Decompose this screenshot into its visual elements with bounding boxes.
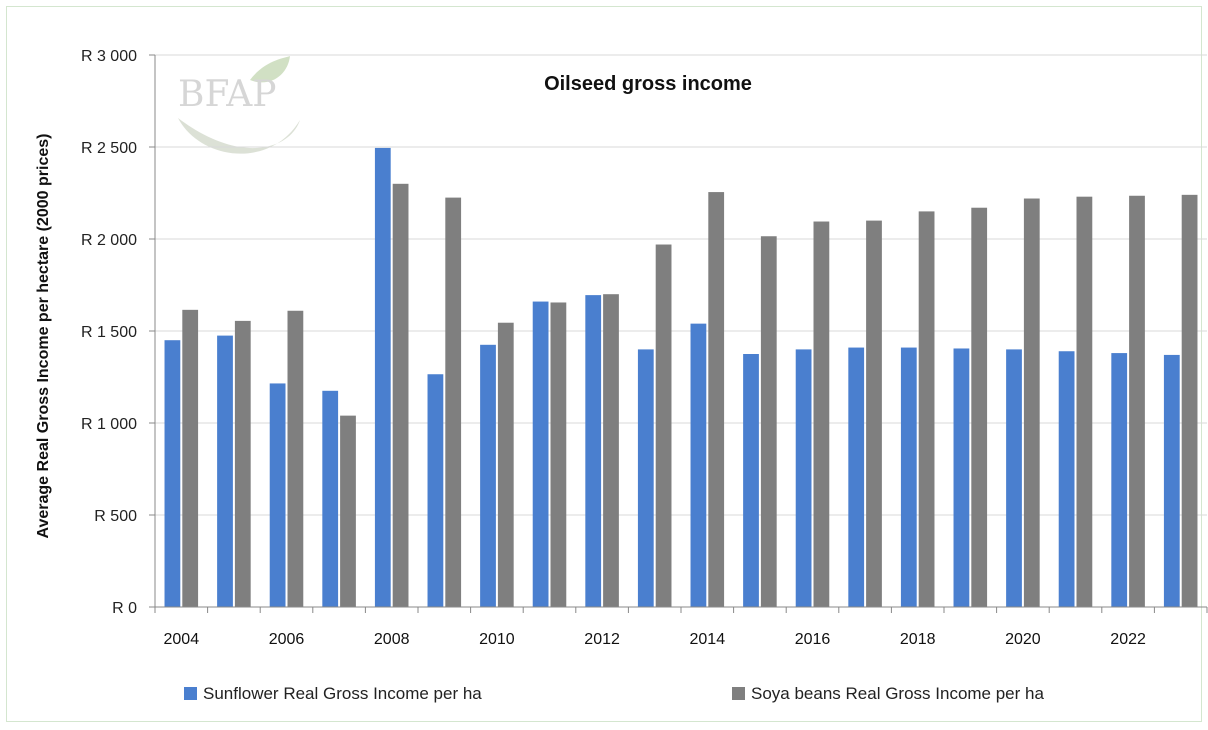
bars bbox=[164, 147, 1198, 608]
soya-bar-2017 bbox=[866, 220, 882, 607]
sunflower-bar-2009 bbox=[427, 374, 444, 607]
x-tick-label: 2008 bbox=[374, 631, 410, 648]
sunflower-bar-2004 bbox=[164, 340, 181, 607]
soya-bar-2013 bbox=[655, 244, 672, 607]
legend-label: Soya beans Real Gross Income per ha bbox=[751, 684, 1044, 703]
y-tick-label: R 2 500 bbox=[81, 140, 137, 157]
soya-bar-2023 bbox=[1181, 194, 1198, 607]
soya-bar-2004 bbox=[182, 309, 199, 607]
sunflower-bar-2014 bbox=[690, 323, 707, 607]
soya-bar-2014 bbox=[708, 192, 725, 607]
y-tick-label: R 500 bbox=[94, 508, 137, 525]
x-tick-label: 2004 bbox=[164, 631, 200, 648]
sunflower-bar-2016 bbox=[795, 349, 812, 607]
soya-bar-2010 bbox=[497, 322, 514, 607]
y-tick-label: R 1 500 bbox=[81, 324, 137, 341]
soya-bar-2008 bbox=[392, 183, 409, 608]
sunflower-bar-2007 bbox=[322, 390, 339, 607]
sunflower-bar-2013 bbox=[637, 349, 654, 607]
soya-bar-2007 bbox=[340, 415, 356, 607]
soya-bar-2012 bbox=[603, 294, 619, 607]
x-tick-label: 2018 bbox=[900, 631, 936, 648]
y-tick-label: R 0 bbox=[112, 600, 137, 617]
legend-swatch bbox=[732, 687, 745, 700]
soya-bar-2019 bbox=[971, 207, 988, 607]
soya-bar-2016 bbox=[813, 221, 830, 607]
x-tick-label: 2006 bbox=[269, 631, 305, 648]
legend-swatch bbox=[184, 687, 197, 700]
legend-label: Sunflower Real Gross Income per ha bbox=[203, 684, 482, 703]
sunflower-bar-2008 bbox=[374, 147, 391, 608]
sunflower-bar-2011 bbox=[532, 301, 549, 607]
soya-bar-2005 bbox=[234, 320, 251, 607]
sunflower-bar-2020 bbox=[1006, 349, 1022, 607]
y-axis-ticks: R 0 R 500 R 1 000 R 1 500 R 2 000 R 2 500 R 3 … bbox=[81, 48, 155, 617]
watermark-logo: BFAP bbox=[178, 56, 300, 154]
sunflower-bar-2018 bbox=[900, 347, 917, 607]
soya-bar-2022 bbox=[1129, 195, 1145, 607]
legend: Sunflower Real Gross Income per ha Soya b… bbox=[184, 684, 1044, 703]
x-tick-label: 2010 bbox=[479, 631, 515, 648]
sunflower-bar-2017 bbox=[848, 347, 865, 607]
sunflower-bar-2012 bbox=[585, 295, 602, 607]
soya-bar-2021 bbox=[1076, 196, 1093, 607]
y-tick-label: R 3 000 bbox=[81, 48, 137, 65]
soya-bar-2020 bbox=[1023, 198, 1040, 607]
gridlines bbox=[155, 54, 1207, 516]
sunflower-bar-2021 bbox=[1058, 351, 1075, 607]
x-tick-label: 2022 bbox=[1110, 631, 1146, 648]
sunflower-bar-2022 bbox=[1111, 353, 1128, 607]
chart-frame bbox=[6, 6, 1202, 722]
x-axis-ticks: 2004 2006 2008 2010 2012 2014 2016 2018 2020 2022 bbox=[154, 607, 1208, 648]
y-tick-label: R 1 000 bbox=[81, 416, 137, 433]
x-tick-label: 2014 bbox=[690, 631, 726, 648]
sunflower-bar-2019 bbox=[953, 348, 970, 607]
x-tick-label: 2020 bbox=[1005, 631, 1041, 648]
x-tick-label: 2016 bbox=[795, 631, 831, 648]
sunflower-bar-2010 bbox=[480, 344, 496, 607]
watermark-text: BFAP bbox=[178, 74, 277, 115]
sunflower-bar-2005 bbox=[217, 335, 233, 607]
soya-bar-2009 bbox=[445, 197, 462, 607]
soya-bar-2015 bbox=[760, 236, 777, 608]
soya-bar-2006 bbox=[287, 310, 304, 607]
x-tick-label: 2012 bbox=[584, 631, 620, 648]
y-tick-label: R 2 000 bbox=[81, 232, 137, 249]
soya-bar-2011 bbox=[550, 302, 567, 607]
y-axis-label: Average Real Gross Income per hectare (2… bbox=[35, 134, 52, 539]
sunflower-bar-2006 bbox=[269, 383, 286, 607]
soya-bar-2018 bbox=[918, 211, 935, 607]
sunflower-bar-2023 bbox=[1163, 354, 1180, 607]
sunflower-bar-2015 bbox=[743, 354, 759, 607]
chart-title: Oilseed gross income bbox=[544, 73, 752, 95]
